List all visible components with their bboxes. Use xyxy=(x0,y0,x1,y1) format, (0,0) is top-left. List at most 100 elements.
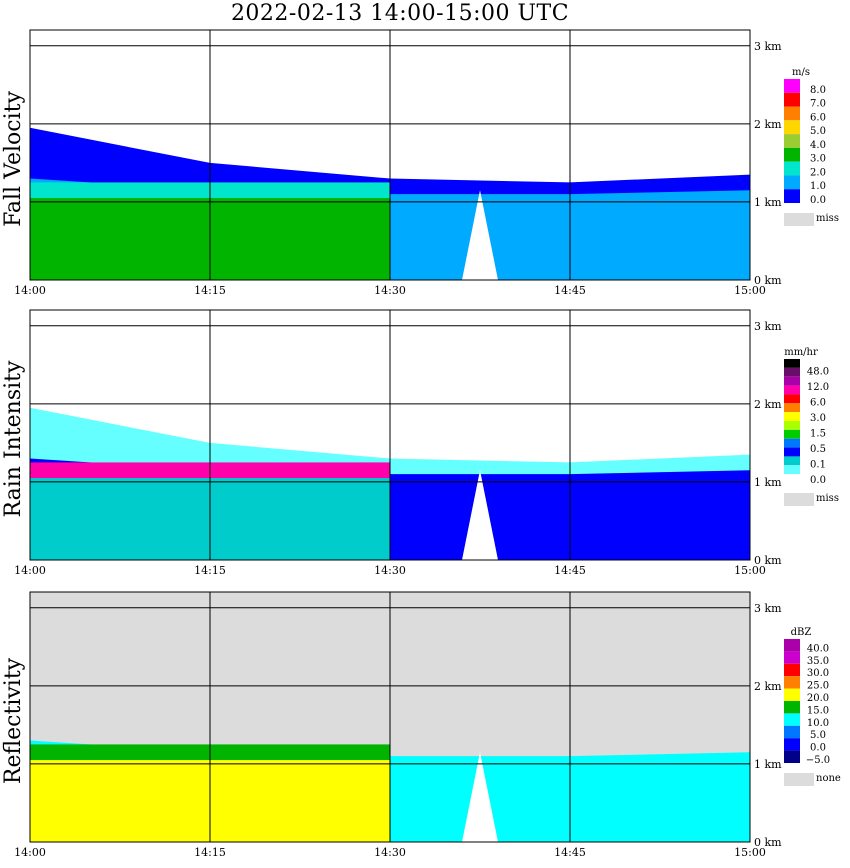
colorbar-label: 3.0 xyxy=(810,413,826,424)
colorbar-label: 25.0 xyxy=(807,681,829,692)
colorbar-swatch xyxy=(784,161,800,176)
colorbar-swatch xyxy=(784,447,800,457)
colorbar-label: 15.0 xyxy=(807,705,829,716)
x-tick-label: 14:30 xyxy=(374,564,406,577)
gap-region xyxy=(462,470,498,560)
x-tick-label: 14:30 xyxy=(374,846,406,859)
colorbar-swatch xyxy=(784,147,800,162)
colorbar-unit: mm/hr xyxy=(784,347,818,358)
colorbar-label: 20.0 xyxy=(807,693,829,704)
colorbar-label: 5.0 xyxy=(810,126,826,137)
x-tick-label: 14:30 xyxy=(374,284,406,297)
x-tick-label: 14:45 xyxy=(554,846,586,859)
colorbar-swatch xyxy=(784,676,800,689)
colorbar-label: 8.0 xyxy=(810,85,826,96)
colorbar-swatch xyxy=(784,359,800,368)
colorbar-missing-label: miss xyxy=(816,493,839,504)
x-tick-label: 14:45 xyxy=(554,284,586,297)
y-tick-label: 1 km xyxy=(754,196,782,209)
colorbar-swatch xyxy=(784,106,800,121)
colorbar-swatch xyxy=(784,403,800,413)
colorbar-label: 6.0 xyxy=(810,398,826,409)
colorbar-missing-swatch xyxy=(784,213,814,226)
colorbar-label: 0.5 xyxy=(810,444,826,455)
colorbar-missing-label: miss xyxy=(816,213,839,224)
gap-region xyxy=(462,190,498,280)
colorbar-label: 0.1 xyxy=(810,460,826,471)
colorbar-unit: m/s xyxy=(792,67,810,78)
x-tick-label: 15:00 xyxy=(734,284,766,297)
colorbar-unit: dBZ xyxy=(791,627,812,638)
x-tick-label: 14:00 xyxy=(14,284,46,297)
colorbar-swatch xyxy=(784,639,800,652)
colorbar-swatch xyxy=(784,367,800,377)
colorbar-label: 4.0 xyxy=(810,140,826,151)
colorbar-swatch xyxy=(784,79,800,93)
colorbar-label: 1.5 xyxy=(810,429,826,440)
colorbar-swatch xyxy=(784,175,800,190)
colorbar-missing-swatch xyxy=(784,493,814,506)
y-tick-label: 0 km xyxy=(754,274,782,287)
colorbar-swatch xyxy=(784,134,800,148)
colorbar-label: 10.0 xyxy=(807,718,829,729)
colorbar-swatch xyxy=(784,421,800,430)
y-tick-label: 0 km xyxy=(754,554,782,567)
colorbar-swatch xyxy=(784,189,800,203)
colorbar-label: 0.0 xyxy=(810,743,826,754)
colorbar-swatch xyxy=(784,376,800,386)
y-tick-label: 3 km xyxy=(754,602,782,615)
x-tick-label: 14:15 xyxy=(194,564,226,577)
colorbar-label: 0.0 xyxy=(810,475,826,486)
colorbar-swatch xyxy=(784,438,800,448)
colorbar-swatch xyxy=(784,412,800,421)
x-tick-label: 15:00 xyxy=(734,564,766,577)
colorbar-swatch xyxy=(784,738,800,751)
y-tick-label: 2 km xyxy=(754,680,782,693)
colorbar-label: 30.0 xyxy=(807,668,829,679)
colorbar-label: 6.0 xyxy=(810,112,826,123)
colorbar-label: 35.0 xyxy=(807,656,829,667)
y-axis-label: Rain Intensity xyxy=(1,360,26,517)
x-tick-label: 14:15 xyxy=(194,284,226,297)
colorbar-swatch xyxy=(784,663,800,677)
colorbar-label: 48.0 xyxy=(807,367,829,378)
colorbar-swatch xyxy=(784,651,800,664)
colorbar-swatch xyxy=(784,750,800,763)
y-tick-label: 2 km xyxy=(754,398,782,411)
colorbar-label: 40.0 xyxy=(807,643,829,654)
colorbar-swatch xyxy=(784,385,800,395)
colorbar-swatch xyxy=(784,429,800,439)
colorbar-swatch xyxy=(784,688,800,701)
y-axis-label: Reflectivity xyxy=(1,657,26,784)
x-tick-label: 14:45 xyxy=(554,564,586,577)
chart-title: 2022-02-13 14:00-15:00 UTC xyxy=(230,1,570,26)
colorbar-swatch xyxy=(784,92,800,107)
colorbar-swatch xyxy=(784,474,800,483)
colorbar-label: 7.0 xyxy=(810,99,826,110)
x-tick-label: 14:15 xyxy=(194,846,226,859)
x-tick-label: 15:00 xyxy=(734,846,766,859)
colorbar-label: 0.0 xyxy=(810,195,826,206)
y-tick-label: 0 km xyxy=(754,836,782,849)
colorbar-swatch xyxy=(784,120,800,135)
colorbar-label: 5.0 xyxy=(810,730,826,741)
colorbar-label: 1.0 xyxy=(810,181,826,192)
colorbar-label: −5.0 xyxy=(806,755,830,766)
y-tick-label: 3 km xyxy=(754,320,782,333)
colorbar-swatch xyxy=(784,701,800,714)
y-tick-label: 3 km xyxy=(754,40,782,53)
colorbar-swatch xyxy=(784,394,800,404)
x-tick-label: 14:00 xyxy=(14,564,46,577)
x-tick-label: 14:00 xyxy=(14,846,46,859)
colorbar-missing-swatch xyxy=(784,773,814,786)
colorbar-swatch xyxy=(784,713,800,726)
colorbar-swatch xyxy=(784,725,800,739)
y-tick-label: 1 km xyxy=(754,758,782,771)
colorbar-missing-label: none xyxy=(816,773,841,784)
colorbar-label: 12.0 xyxy=(807,382,829,393)
colorbar-swatch xyxy=(784,456,800,466)
y-tick-label: 2 km xyxy=(754,118,782,131)
colorbar-swatch xyxy=(784,465,800,475)
y-tick-label: 1 km xyxy=(754,476,782,489)
colorbar-label: 3.0 xyxy=(810,154,826,165)
